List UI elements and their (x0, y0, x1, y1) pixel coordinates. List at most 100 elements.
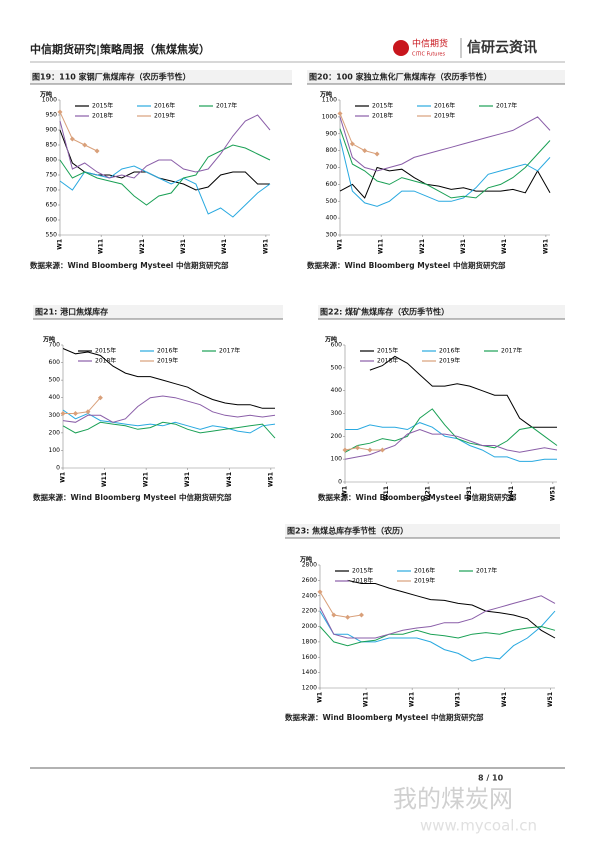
y-tick-label: 2200 (302, 608, 317, 615)
y-tick-label: 950 (46, 112, 58, 119)
series-marker (317, 589, 323, 595)
series-line (63, 397, 101, 414)
series-marker (69, 136, 75, 142)
x-tick-label: W21 (425, 486, 432, 501)
series-marker (367, 447, 373, 453)
series-line (369, 355, 557, 428)
x-tick-label: W51 (547, 692, 554, 707)
y-tick-label: 2800 (302, 562, 317, 569)
x-tick-label: W1 (337, 239, 344, 250)
y-tick-label: 0 (56, 465, 60, 472)
y-tick-label: 1600 (302, 654, 317, 661)
series-line (339, 166, 551, 199)
y-tick-label: 600 (326, 181, 338, 188)
y-tick-label: 700 (326, 164, 338, 171)
series-line (347, 579, 556, 639)
series-line (62, 421, 276, 439)
legend-label: 2019年 (434, 112, 455, 120)
title-bar (307, 70, 565, 84)
chart-title: 图21: 港口焦煤库存 (35, 307, 108, 317)
legend-label: 2015年 (372, 102, 393, 110)
x-tick-label: W21 (419, 239, 426, 254)
y-unit: 万吨 (319, 91, 332, 99)
series-line (339, 138, 551, 207)
x-tick-label: W11 (383, 486, 390, 501)
chart-title: 图19：110 家钢厂焦煤库存（农历季节性） (32, 72, 191, 82)
y-tick-label: 300 (49, 412, 61, 419)
series-marker (379, 447, 385, 453)
series-line (62, 395, 276, 423)
chart-title: 图20：100 家独立焦化厂焦煤库存（农历季节性） (309, 72, 492, 82)
title-bar (318, 305, 565, 319)
title-bar (285, 524, 560, 538)
legend-label: 2018年 (372, 112, 393, 120)
y-tick-label: 1400 (302, 669, 317, 676)
series-marker (337, 111, 343, 116)
logo-en: CITIC Futures (412, 52, 445, 58)
y-tick-label: 1000 (42, 97, 57, 104)
x-tick-label: W31 (180, 239, 187, 254)
y-tick-label: 750 (46, 172, 58, 179)
legend-label: 2019年 (414, 577, 435, 585)
logo-cn: 中信期货 (412, 38, 448, 50)
series-line (62, 409, 276, 434)
y-tick-label: 700 (49, 342, 61, 349)
x-tick-label: W41 (501, 692, 508, 707)
x-tick-label: W1 (57, 239, 64, 250)
y-tick-label: 550 (46, 232, 58, 239)
logo-icon (393, 40, 409, 56)
source: 数据来源：Wind Bloomberg Mysteel 中信期货研究部 (318, 492, 517, 502)
legend-label: 2016年 (414, 567, 435, 575)
x-tick-label: W51 (267, 472, 274, 487)
y-tick-label: 200 (49, 429, 61, 436)
y-tick-label: 700 (46, 187, 58, 194)
series-marker (331, 612, 337, 618)
series-line (59, 111, 98, 152)
series-line (344, 428, 558, 460)
brand: 信研云资讯 (467, 39, 537, 56)
legend-label: 2017年 (219, 347, 240, 355)
x-tick-label: W11 (101, 472, 108, 487)
x-tick-label: W1 (342, 486, 349, 497)
legend-label: 2016年 (157, 347, 178, 355)
x-tick-label: W31 (466, 486, 473, 501)
series-line (319, 625, 556, 647)
series-marker (362, 148, 368, 154)
legend-label: 2018年 (377, 357, 398, 365)
y-tick-label: 800 (46, 157, 58, 164)
legend-label: 2015年 (95, 347, 116, 355)
series-marker (94, 148, 100, 154)
y-unit: 万吨 (299, 556, 312, 564)
series-line (62, 348, 275, 409)
legend-label: 2017年 (496, 102, 517, 110)
y-tick-label: 1000 (322, 113, 337, 120)
y-tick-label: 600 (46, 217, 58, 224)
y-unit: 万吨 (324, 336, 337, 344)
y-tick-label: 600 (49, 359, 61, 366)
x-tick-label: W21 (409, 692, 416, 707)
series-line (344, 447, 383, 451)
series-line (319, 610, 556, 662)
x-tick-label: W21 (143, 472, 150, 487)
watermark-url: www.mycoal.cn (420, 817, 537, 835)
series-marker (60, 411, 66, 417)
title-bar (30, 70, 292, 84)
y-tick-label: 100 (331, 456, 343, 463)
x-tick-label: W11 (363, 692, 370, 707)
chart-title: 图22: 煤矿焦煤库存（农历季节性） (320, 307, 449, 317)
source: 数据来源：Wind Bloomberg Mysteel 中信期货研究部 (33, 492, 232, 502)
x-tick-label: W1 (317, 692, 324, 703)
y-tick-label: 400 (49, 394, 61, 401)
x-tick-label: W51 (262, 239, 269, 254)
series-marker (349, 141, 355, 147)
y-tick-label: 800 (326, 147, 338, 154)
series-line (319, 591, 362, 618)
series-line (59, 114, 271, 179)
legend-label: 2018年 (92, 112, 113, 120)
legend-label: 2017年 (501, 347, 522, 355)
x-tick-label: W31 (184, 472, 191, 487)
legend-label: 2019年 (439, 357, 460, 365)
x-tick-label: W51 (549, 486, 556, 501)
